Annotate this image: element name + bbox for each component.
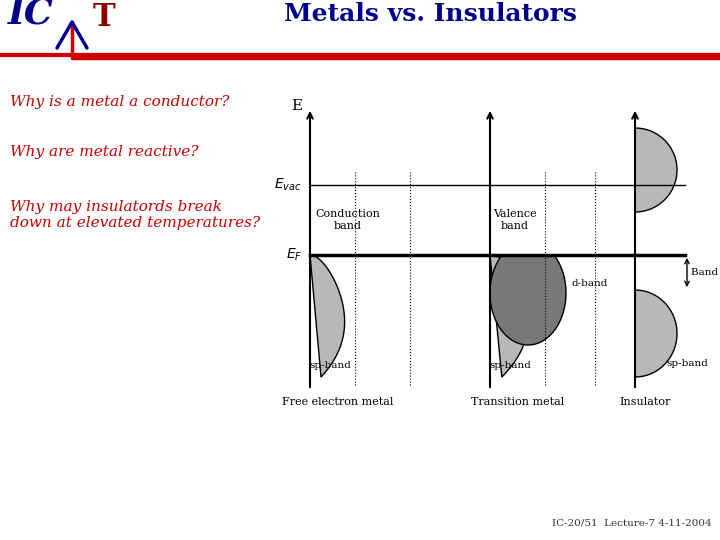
Text: Why may insulatords break
down at elevated temperatures?: Why may insulatords break down at elevat… bbox=[10, 200, 260, 230]
Text: Why are metal reactive?: Why are metal reactive? bbox=[10, 145, 199, 159]
Text: T: T bbox=[93, 2, 116, 33]
Text: d-band: d-band bbox=[571, 279, 608, 287]
Text: sp-band: sp-band bbox=[489, 361, 531, 369]
Text: sp-band: sp-band bbox=[309, 361, 351, 369]
Text: Why is a metal a conductor?: Why is a metal a conductor? bbox=[10, 95, 230, 109]
Text: $E_{vac}$: $E_{vac}$ bbox=[274, 177, 302, 193]
Text: E: E bbox=[291, 99, 302, 113]
Text: Conduction
band: Conduction band bbox=[315, 209, 380, 231]
Polygon shape bbox=[310, 255, 345, 377]
Text: IC: IC bbox=[8, 0, 53, 30]
Polygon shape bbox=[490, 255, 528, 377]
Text: Transition metal: Transition metal bbox=[472, 397, 564, 407]
Text: Insulator: Insulator bbox=[619, 397, 671, 407]
Polygon shape bbox=[635, 128, 677, 212]
Polygon shape bbox=[490, 255, 566, 345]
Text: IC-20/51  Lecture-7 4-11-2004: IC-20/51 Lecture-7 4-11-2004 bbox=[552, 519, 712, 528]
Text: $E_F$: $E_F$ bbox=[286, 247, 302, 263]
Text: sp-band: sp-band bbox=[666, 359, 708, 368]
Text: Free electron metal: Free electron metal bbox=[282, 397, 394, 407]
Text: Metals vs. Insulators: Metals vs. Insulators bbox=[284, 2, 577, 26]
Text: Valence
band: Valence band bbox=[493, 209, 537, 231]
Polygon shape bbox=[635, 290, 677, 377]
Text: Band gap: Band gap bbox=[691, 268, 720, 277]
